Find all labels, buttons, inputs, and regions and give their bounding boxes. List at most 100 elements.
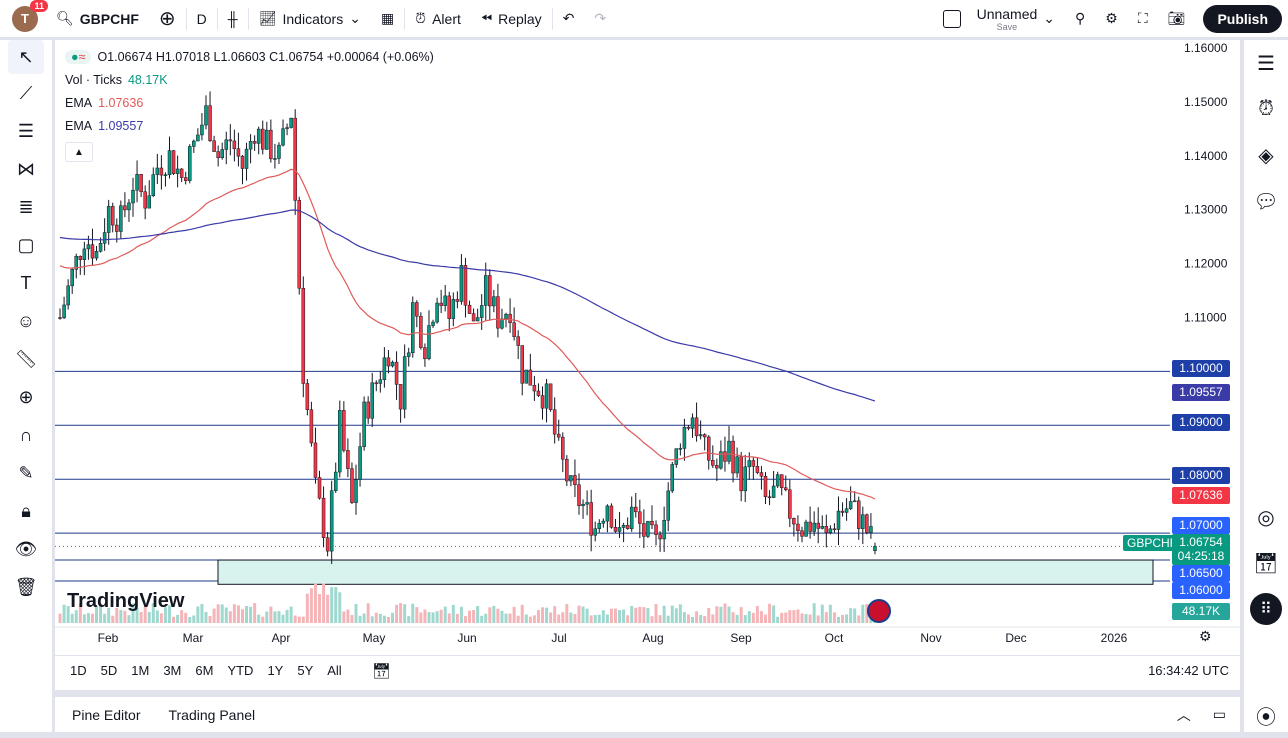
candle (629, 506, 634, 529)
magnet-icon[interactable]: ∩ (19, 424, 33, 445)
emoji-icon[interactable]: ☺ (16, 310, 36, 331)
volume-bar (796, 609, 800, 623)
pine-editor-tab[interactable]: Pine Editor (72, 706, 141, 723)
candle (147, 195, 151, 209)
collapse-legend-button[interactable]: ▲ (65, 142, 93, 162)
alerts-icon[interactable]: ⏰︎ (1258, 97, 1274, 120)
candle (861, 514, 865, 529)
apps-icon[interactable]: ⠿ (1244, 586, 1288, 632)
fullscreen-button[interactable]: ⛶ (1128, 0, 1158, 38)
volume-bar (516, 615, 520, 623)
candle (581, 503, 585, 507)
collapse-panel-icon[interactable]: ︿ (1176, 706, 1191, 723)
chart-area[interactable]: 1.16000 1.15000 1.14000 1.13000 1.12000 1.110… (55, 40, 1240, 690)
undo-button[interactable]: ↶ (553, 0, 585, 38)
candle (808, 521, 812, 532)
candle (605, 505, 610, 522)
pattern-icon[interactable]: ⋈ (17, 158, 35, 179)
candle (613, 526, 618, 532)
settings-button[interactable]: ⚙ (1095, 0, 1128, 38)
candle (504, 313, 508, 320)
range-button-5d[interactable]: 5D (100, 663, 118, 678)
range-button-3m[interactable]: 3M (163, 663, 182, 678)
search-icon: 🔍︎ (56, 10, 74, 26)
signal-icon[interactable]: ⦿ (1256, 706, 1276, 729)
candle (297, 200, 301, 289)
volume-bar (496, 608, 500, 623)
maximize-panel-icon[interactable]: ▭ (1212, 706, 1226, 722)
eye-icon[interactable]: 👁︎ (14, 538, 38, 559)
range-button-all[interactable]: All (327, 663, 342, 678)
volume-bar (176, 614, 180, 623)
range-button-1m[interactable]: 1M (131, 663, 150, 678)
volume-bar (366, 603, 370, 623)
volume-bar (240, 609, 244, 623)
text-icon[interactable]: T (20, 272, 32, 293)
candle (188, 146, 192, 181)
snapshot-button[interactable]: 📷︎ (1158, 0, 1196, 38)
chart-type-button[interactable]: ╫ (218, 0, 248, 38)
pencil-lock-icon[interactable]: ✎ (18, 462, 34, 483)
calendar-icon[interactable]: 📅︎ (1253, 552, 1279, 575)
interval-button[interactable]: D (196, 10, 207, 27)
range-button-1y[interactable]: 1Y (267, 663, 284, 678)
layout-button[interactable]: Unnamed Save ⌄ (933, 0, 1065, 38)
candle (540, 395, 545, 409)
alert-button[interactable]: ⏰︎ Alert (415, 10, 461, 27)
price-chart[interactable]: 1.16000 1.15000 1.14000 1.13000 1.12000 1.110… (55, 40, 1240, 655)
compare-button[interactable]: ⊕ (158, 8, 176, 30)
candle (248, 141, 253, 150)
date-range-icon[interactable]: 📅︎ (371, 662, 391, 680)
indicators-button[interactable]: 📈︎ Indicators ⌄ (258, 10, 361, 27)
publish-button[interactable]: Publish (1203, 4, 1282, 33)
horizontal-lines-icon[interactable]: ☰ (17, 120, 35, 141)
range-button-1d[interactable]: 1D (70, 663, 87, 678)
symbol-search[interactable]: 🔍︎ GBPCHF (56, 10, 139, 27)
candle (634, 506, 638, 513)
volume-bar (654, 604, 658, 623)
candle (784, 487, 788, 491)
volume-bar (699, 614, 703, 623)
time-tick: Apr (272, 631, 291, 645)
redo-button[interactable]: ↷ (584, 0, 616, 38)
templates-button[interactable]: ▦ (371, 0, 404, 38)
watchlist-icon[interactable]: ☰ (1257, 52, 1275, 75)
chat-icon[interactable]: 💬︎ (1253, 190, 1279, 213)
volume-value: 48.17K (127, 73, 168, 87)
volume-bar (204, 611, 208, 623)
avatar[interactable]: T 11 (12, 0, 48, 32)
fib-icon[interactable]: ≣ (18, 196, 34, 217)
replay-button[interactable]: ⏪︎ Replay (480, 10, 542, 27)
target-icon[interactable]: ◎ (1257, 506, 1275, 529)
candle (94, 251, 99, 259)
range-button-6m[interactable]: 6M (195, 663, 214, 678)
candle (719, 451, 723, 469)
candle (338, 410, 342, 473)
candle (597, 522, 602, 529)
candle (658, 534, 662, 540)
trend-line-icon[interactable]: ⟋ (19, 82, 33, 103)
volume-bar (601, 610, 605, 623)
candle (305, 383, 310, 410)
range-button-5y[interactable]: 5Y (297, 663, 314, 678)
trash-icon[interactable]: 🗑︎ (14, 576, 38, 597)
volume-bar (618, 609, 622, 623)
cursor-icon[interactable]: ↖ (8, 40, 44, 74)
volume-bar (626, 615, 630, 623)
zoom-icon[interactable]: ⊕ (18, 386, 34, 407)
lock-icon[interactable]: 🔒︎ (21, 500, 31, 521)
clock[interactable]: 16:34:42 UTC (1148, 663, 1229, 678)
candle (743, 466, 747, 492)
ruler-icon[interactable]: 📏︎ (14, 348, 38, 369)
range-button-ytd[interactable]: YTD (227, 663, 254, 678)
volume-bar (536, 610, 540, 623)
candle (686, 426, 691, 429)
layers-icon[interactable]: ◈ (1258, 144, 1274, 167)
volume-bar (403, 604, 407, 623)
axis-settings-icon[interactable]: ⚙ (1199, 628, 1212, 644)
rectangle-icon[interactable]: ▢ (17, 234, 35, 255)
trading-panel-tab[interactable]: Trading Panel (168, 706, 256, 723)
quick-search-button[interactable]: ⚲ (1065, 0, 1095, 38)
volume-bar (330, 587, 334, 623)
candle (131, 189, 135, 204)
